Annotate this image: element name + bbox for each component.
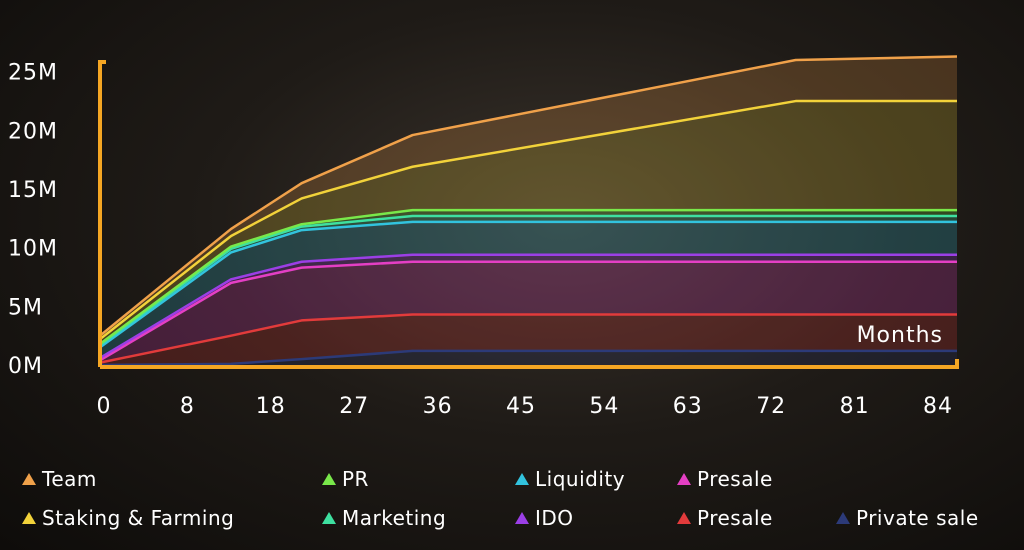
y-tick-label: 0M bbox=[8, 354, 43, 379]
y-tick-label: 5M bbox=[8, 295, 43, 320]
series-lines bbox=[99, 55, 958, 367]
line-ido-3 bbox=[99, 253, 957, 360]
area-private-sale-0 bbox=[100, 350, 957, 365]
x-tick-label: 27 bbox=[339, 394, 369, 419]
line-marketing-5 bbox=[99, 214, 957, 347]
y-axis-line bbox=[98, 60, 106, 367]
x-tick-label: 63 bbox=[673, 394, 703, 419]
axes bbox=[98, 60, 959, 369]
line-private-sale-0 bbox=[99, 349, 957, 367]
x-tick-label: 0 bbox=[97, 394, 112, 419]
x-tick-label: 45 bbox=[506, 394, 536, 419]
x-tick-label: 18 bbox=[256, 394, 286, 419]
area-presale-1 bbox=[100, 314, 957, 365]
line-team-8 bbox=[99, 55, 958, 337]
y-tick-labels: 0M 5M 10M 15M 20M 25M bbox=[8, 61, 58, 379]
y-tick-label: 20M bbox=[8, 119, 58, 144]
x-tick-label: 84 bbox=[923, 394, 953, 419]
x-tick-labels: 0 8 18 27 36 45 54 63 72 81 84 bbox=[97, 394, 953, 419]
line-liquidity-4 bbox=[99, 220, 957, 349]
x-tick-label: 36 bbox=[423, 394, 453, 419]
line-pr-6 bbox=[99, 208, 957, 345]
x-axis-line bbox=[100, 359, 959, 369]
x-tick-label: 8 bbox=[180, 394, 195, 419]
x-tick-label: 81 bbox=[840, 394, 870, 419]
x-tick-label: 54 bbox=[589, 394, 619, 419]
area-presale-2 bbox=[100, 261, 957, 363]
line-staking-farming-7 bbox=[99, 99, 957, 341]
line-presale-1 bbox=[99, 313, 957, 364]
area-staking-farming-7 bbox=[100, 101, 957, 344]
x-axis-title: Months bbox=[857, 323, 943, 348]
area-liquidity-4 bbox=[100, 221, 957, 358]
y-tick-label: 10M bbox=[8, 237, 58, 262]
y-tick-label: 15M bbox=[8, 178, 58, 203]
line-presale-2 bbox=[99, 260, 957, 362]
x-tick-label: 72 bbox=[756, 394, 786, 419]
y-tick-label: 25M bbox=[8, 61, 58, 86]
